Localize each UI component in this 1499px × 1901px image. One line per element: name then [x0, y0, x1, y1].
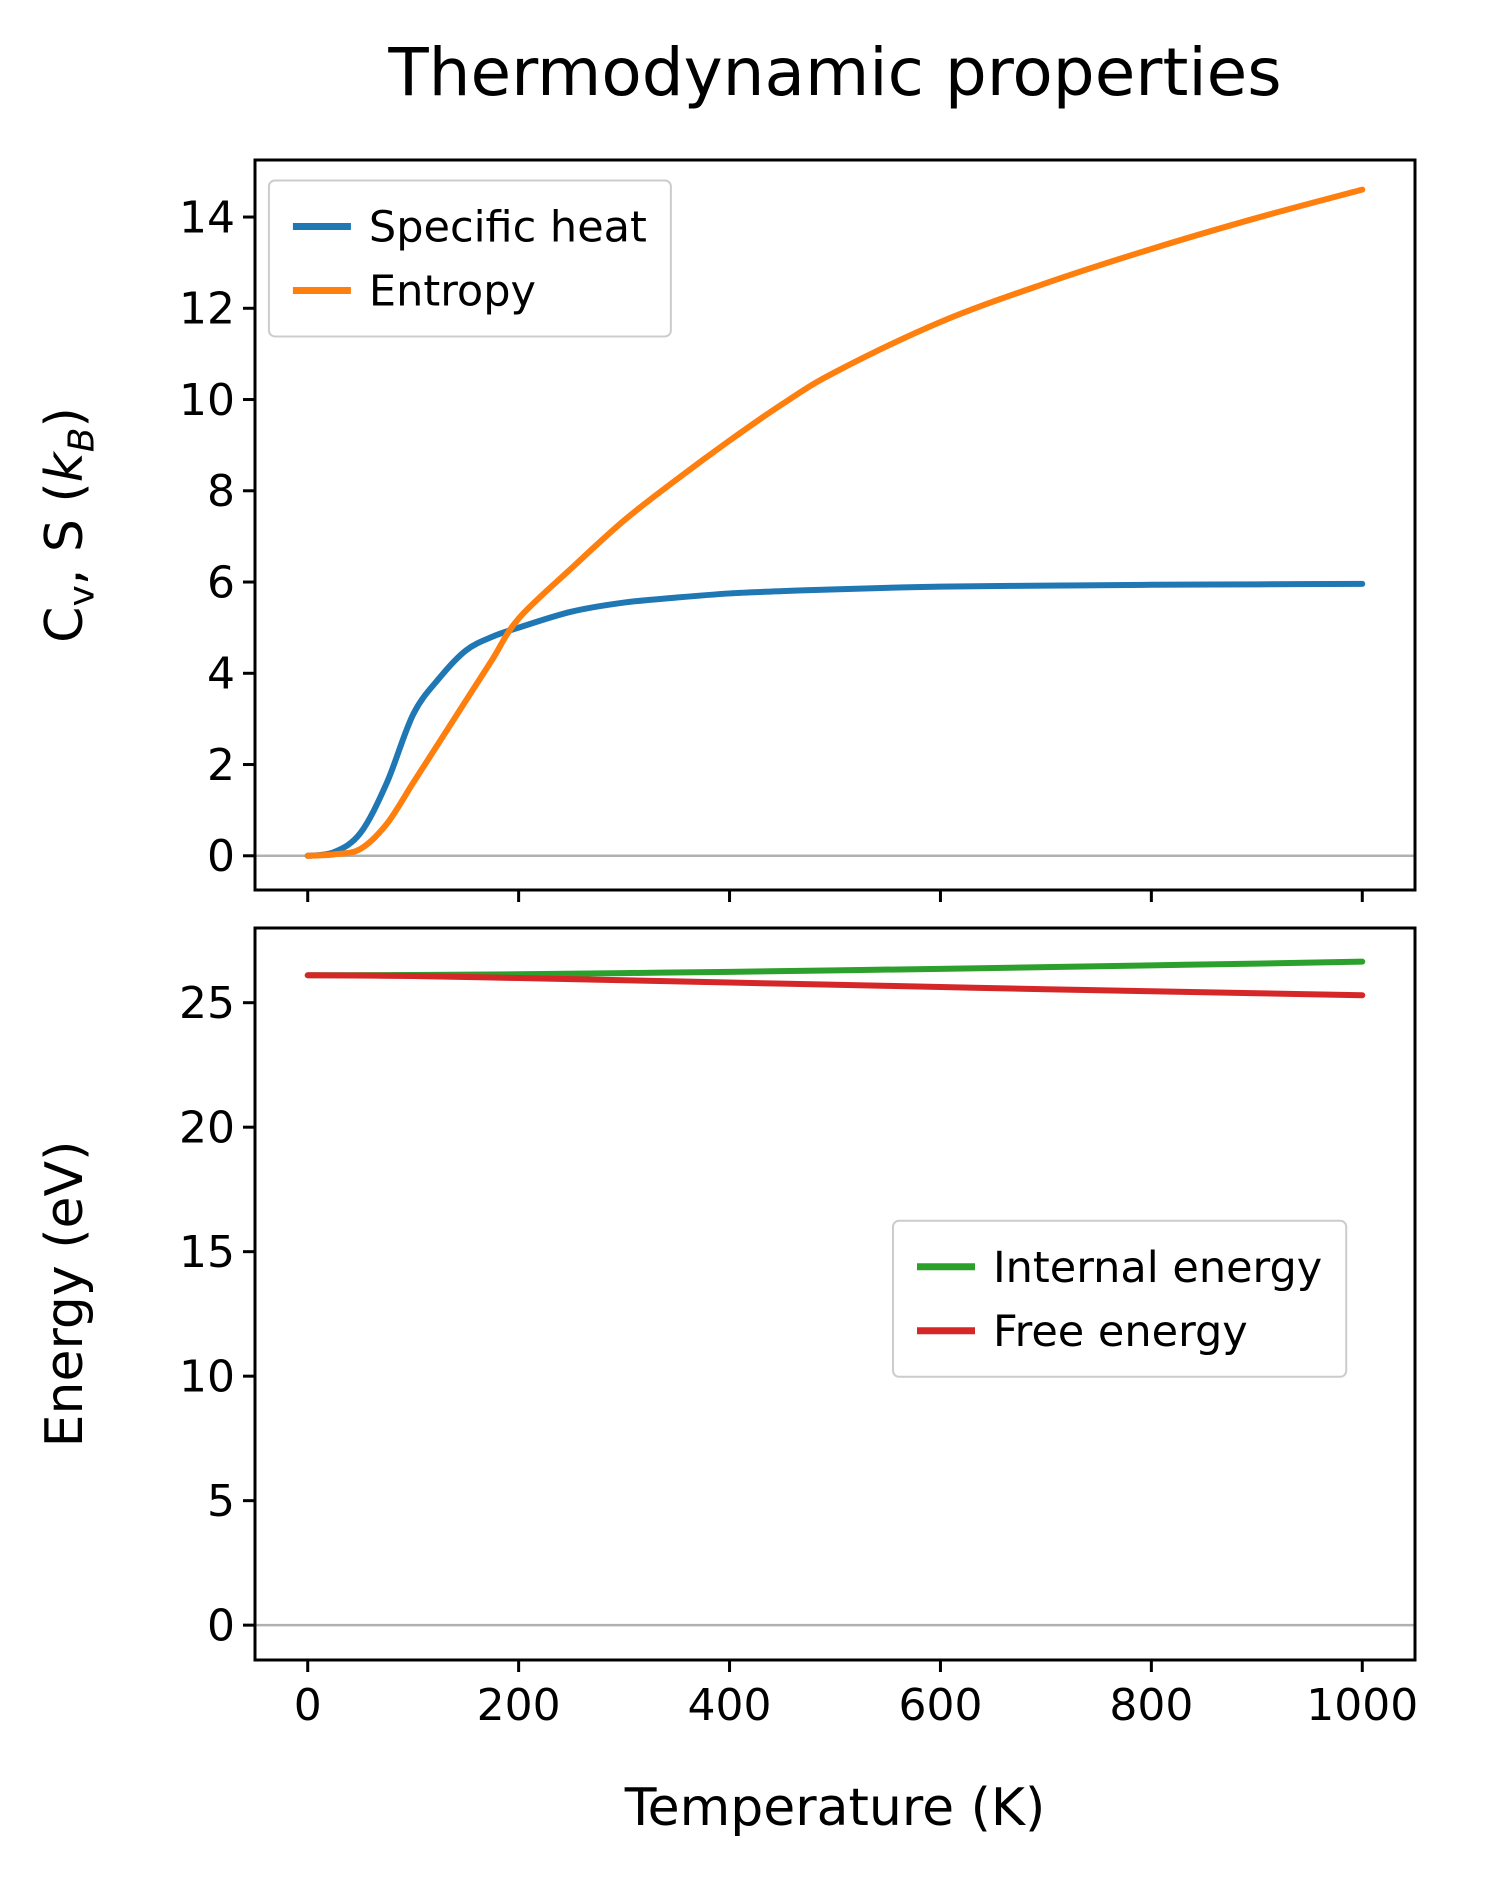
y-tick-label: 10 — [179, 1352, 235, 1403]
legend-label-internal-energy: Internal energy — [993, 1243, 1322, 1293]
y-tick-label: 20 — [179, 1103, 235, 1154]
y-tick-label: 0 — [207, 831, 235, 882]
y-tick-label: 0 — [207, 1601, 235, 1652]
legend: Specific heat Entropy — [267, 179, 672, 338]
y-axis-label: Cv, S (kB) — [35, 407, 102, 643]
x-tick-label: 0 — [294, 1680, 322, 1731]
legend-label-specific-heat: Specific heat — [369, 202, 647, 252]
y-tick-label: 14 — [179, 192, 235, 243]
y-tick-label: 15 — [179, 1227, 235, 1278]
legend-label-free-energy: Free energy — [993, 1307, 1248, 1357]
series-line-internal-energy — [304, 958, 1366, 979]
y-tick-label: 4 — [207, 649, 235, 700]
axis-ticks: 0 200 400 600 800 1000 0 5 10 15 20 25 — [179, 978, 1418, 1731]
legend-box — [267, 179, 672, 338]
x-axis-label: Temperature (K) — [624, 1778, 1046, 1838]
axis-ticks: 0 2 4 6 8 10 12 14 — [179, 192, 1364, 902]
y-tick-label: 25 — [179, 978, 235, 1029]
subplot-1: 0 2 4 6 8 10 12 14 Cv, S (kB) Specific heat Entrop… — [35, 158, 1417, 902]
legend: Internal energy Free energy — [892, 1219, 1348, 1378]
chart-title: Thermodynamic properties — [388, 34, 1282, 111]
y-tick-label: 5 — [207, 1476, 235, 1527]
x-tick-label: 200 — [477, 1680, 561, 1731]
axes-spines — [253, 158, 1417, 892]
x-tick-label: 400 — [688, 1680, 772, 1731]
y-tick-label: 10 — [179, 375, 235, 426]
y-tick-label: 6 — [207, 557, 235, 608]
x-tick-label: 600 — [898, 1680, 982, 1731]
series-line-entropy — [304, 186, 1366, 859]
series-line-free-energy — [304, 972, 1366, 999]
x-tick-label: 1000 — [1306, 1680, 1418, 1731]
y-tick-label: 12 — [179, 284, 235, 335]
subplot-2: 0 200 400 600 800 1000 0 5 10 15 20 25 Energy (eV) In… — [35, 926, 1418, 1731]
legend-box — [892, 1219, 1348, 1378]
y-tick-label: 8 — [207, 466, 235, 517]
y-axis-label: Energy (eV) — [35, 1141, 95, 1448]
x-tick-label: 800 — [1109, 1680, 1193, 1731]
series-line-specific-heat — [304, 580, 1366, 859]
axes-spines — [253, 926, 1417, 1662]
legend-label-entropy: Entropy — [369, 266, 536, 316]
y-tick-label: 2 — [207, 740, 235, 791]
